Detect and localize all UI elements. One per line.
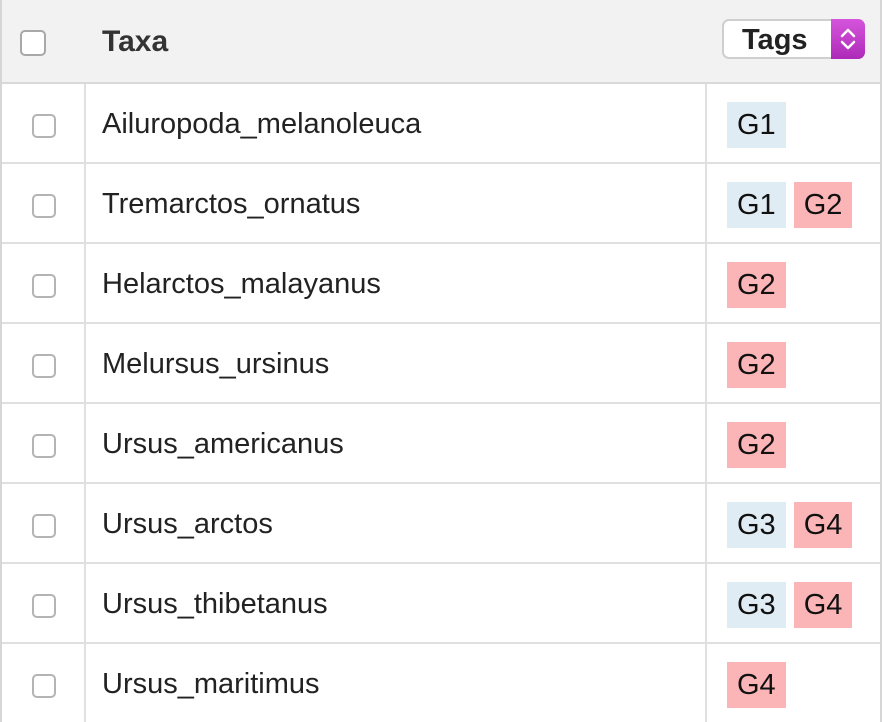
tag-list: G3 G4 bbox=[727, 582, 853, 628]
column-divider bbox=[84, 84, 86, 162]
column-divider bbox=[705, 244, 707, 322]
column-divider bbox=[705, 484, 707, 562]
taxa-column-header: Taxa bbox=[102, 25, 169, 58]
row-checkbox[interactable] bbox=[32, 114, 56, 138]
tag-badge[interactable]: G2 bbox=[793, 182, 853, 228]
column-divider bbox=[705, 324, 707, 402]
column-divider bbox=[705, 164, 707, 242]
table-row: Melursus_ursinus G2 bbox=[2, 324, 880, 404]
tag-badge[interactable]: G1 bbox=[727, 182, 786, 228]
tag-list: G4 bbox=[727, 662, 786, 708]
tag-badge[interactable]: G2 bbox=[727, 262, 786, 308]
table-row: Ursus_arctos G3 G4 bbox=[2, 484, 880, 564]
table-row: Ursus_thibetanus G3 G4 bbox=[2, 564, 880, 644]
table-row: Ursus_americanus G2 bbox=[2, 404, 880, 484]
tag-list: G2 bbox=[727, 342, 786, 388]
tag-badge[interactable]: G4 bbox=[727, 662, 786, 708]
table-row: Ailuropoda_melanoleuca G1 bbox=[2, 84, 880, 164]
taxon-name: Ursus_arctos bbox=[102, 508, 273, 540]
row-checkbox[interactable] bbox=[32, 354, 56, 378]
tags-select-value: Tags bbox=[742, 24, 808, 56]
select-arrows-icon bbox=[831, 19, 865, 59]
row-checkbox[interactable] bbox=[32, 674, 56, 698]
table-header: Taxa Tags bbox=[2, 0, 880, 84]
tag-badge[interactable]: G2 bbox=[727, 422, 786, 468]
taxon-name: Ailuropoda_melanoleuca bbox=[102, 108, 422, 140]
column-divider bbox=[84, 244, 86, 322]
table-row: Ursus_maritimus G4 bbox=[2, 644, 880, 722]
column-divider bbox=[705, 84, 707, 162]
table-row: Helarctos_malayanus G2 bbox=[2, 244, 880, 324]
tag-badge[interactable]: G4 bbox=[793, 502, 853, 548]
column-divider bbox=[705, 644, 707, 722]
tag-list: G2 bbox=[727, 262, 786, 308]
tag-badge[interactable]: G4 bbox=[793, 582, 853, 628]
tags-select[interactable]: Tags bbox=[722, 19, 865, 59]
column-divider bbox=[84, 324, 86, 402]
tag-list: G3 G4 bbox=[727, 502, 853, 548]
column-divider bbox=[84, 484, 86, 562]
tag-list: G1 bbox=[727, 102, 786, 148]
column-divider bbox=[705, 564, 707, 642]
taxon-name: Tremarctos_ornatus bbox=[102, 188, 361, 220]
tag-list: G2 bbox=[727, 422, 786, 468]
tag-badge[interactable]: G3 bbox=[727, 582, 786, 628]
column-divider bbox=[84, 404, 86, 482]
tag-badge[interactable]: G1 bbox=[727, 102, 786, 148]
column-divider bbox=[705, 404, 707, 482]
row-checkbox[interactable] bbox=[32, 434, 56, 458]
taxon-name: Ursus_americanus bbox=[102, 428, 344, 460]
taxon-name: Ursus_maritimus bbox=[102, 668, 320, 700]
row-checkbox[interactable] bbox=[32, 274, 56, 298]
row-checkbox[interactable] bbox=[32, 194, 56, 218]
tag-list: G1 G2 bbox=[727, 182, 853, 228]
table-row: Tremarctos_ornatus G1 G2 bbox=[2, 164, 880, 244]
tag-badge[interactable]: G3 bbox=[727, 502, 786, 548]
taxon-name: Melursus_ursinus bbox=[102, 348, 330, 380]
row-checkbox[interactable] bbox=[32, 594, 56, 618]
column-divider bbox=[84, 644, 86, 722]
taxon-name: Ursus_thibetanus bbox=[102, 588, 328, 620]
select-all-checkbox[interactable] bbox=[20, 30, 46, 56]
column-divider bbox=[84, 564, 86, 642]
tag-badge[interactable]: G2 bbox=[727, 342, 786, 388]
taxon-name: Helarctos_malayanus bbox=[102, 268, 381, 300]
row-checkbox[interactable] bbox=[32, 514, 56, 538]
column-divider bbox=[84, 164, 86, 242]
